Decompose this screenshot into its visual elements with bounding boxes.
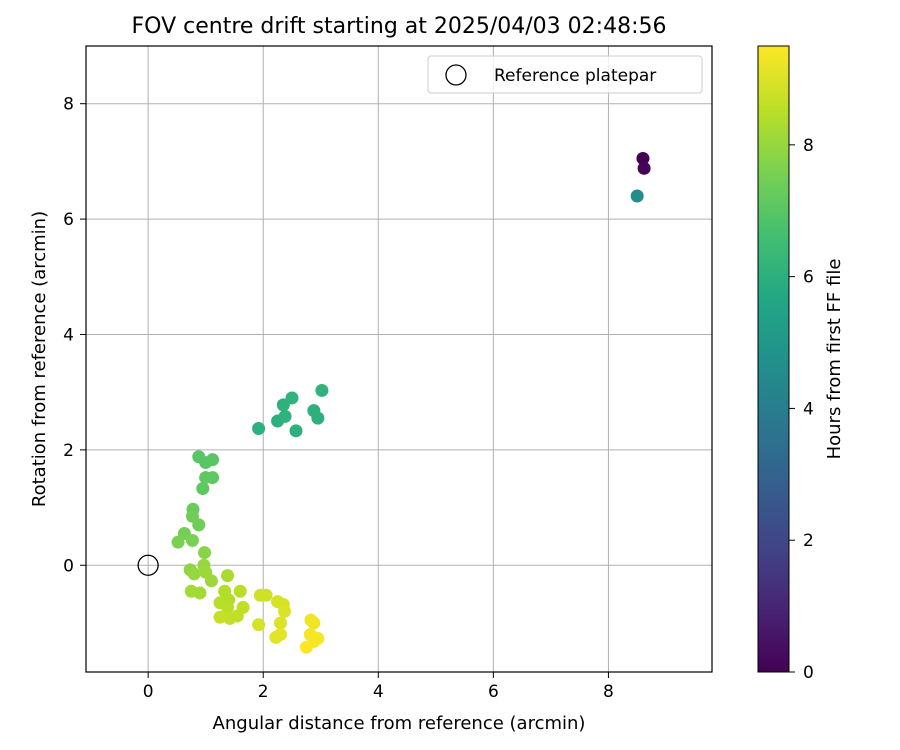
y-tick-label: 0: [63, 556, 74, 576]
data-point: [315, 383, 329, 397]
data-point: [278, 604, 292, 618]
colorbar-tick-label: 8: [803, 136, 814, 156]
legend-box: [427, 55, 703, 94]
x-tick-label: 0: [143, 682, 154, 702]
data-point: [233, 584, 247, 598]
data-point: [311, 411, 325, 425]
data-point: [252, 618, 266, 632]
y-axis-label: Rotation from reference (arcmin): [29, 211, 50, 507]
data-point: [206, 471, 220, 485]
chart-title: FOV centre drift starting at 2025/04/03 …: [132, 14, 667, 39]
data-point: [289, 424, 303, 438]
x-tick-label: 4: [373, 682, 384, 702]
colorbar-tick-label: 4: [803, 399, 814, 419]
data-point: [278, 409, 292, 423]
plot-area: 0 2 4 6 8 0 2 4 6 8: [63, 45, 713, 702]
data-point: [637, 161, 651, 175]
data-point: [299, 640, 313, 654]
data-point: [206, 453, 220, 467]
x-tick-label: 8: [603, 682, 614, 702]
data-point: [259, 588, 273, 602]
y-tick-label: 8: [63, 95, 74, 115]
x-axis-ticks: 0 2 4 6 8: [143, 672, 614, 702]
scatter-points: [137, 152, 651, 654]
plot-frame: [85, 45, 713, 673]
data-point: [221, 569, 235, 583]
data-point: [187, 567, 201, 581]
data-point: [221, 600, 235, 614]
data-point: [269, 630, 283, 644]
colorbar: 0 2 4 6 8 Hours from first FF file: [757, 45, 845, 683]
data-point: [276, 398, 290, 412]
y-tick-label: 4: [63, 325, 74, 345]
y-tick-label: 6: [63, 210, 74, 230]
data-point: [193, 586, 207, 600]
y-tick-label: 2: [63, 441, 74, 461]
data-point: [223, 611, 237, 625]
reference-platepar-point: [137, 554, 159, 576]
data-point: [630, 189, 644, 203]
legend-entry-reference-platepar: Reference platepar: [494, 66, 656, 86]
data-point: [171, 535, 185, 549]
colorbar-gradient: [757, 45, 790, 673]
data-point: [636, 152, 650, 166]
plot-background: [86, 46, 712, 672]
data-point: [307, 616, 321, 630]
data-point: [185, 533, 199, 547]
colorbar-tick-label: 0: [803, 663, 814, 683]
data-point: [204, 574, 218, 588]
x-tick-label: 6: [488, 682, 499, 702]
x-axis-label: Angular distance from reference (arcmin): [213, 713, 586, 734]
data-point: [213, 610, 227, 624]
data-point: [192, 518, 206, 532]
colorbar-tick-label: 2: [803, 531, 814, 551]
x-tick-label: 2: [258, 682, 269, 702]
colorbar-ticks: 0 2 4 6 8: [789, 136, 814, 683]
data-point: [252, 422, 266, 436]
colorbar-tick-label: 6: [803, 268, 814, 288]
data-point: [196, 482, 210, 496]
data-point: [285, 391, 299, 405]
data-point: [273, 616, 287, 630]
legend-marker-icon: [445, 64, 467, 86]
legend: Reference platepar: [427, 55, 703, 94]
y-axis-ticks: 0 2 4 6 8: [63, 95, 86, 576]
data-point: [198, 546, 212, 560]
colorbar-label: Hours from first FF file: [824, 259, 845, 460]
